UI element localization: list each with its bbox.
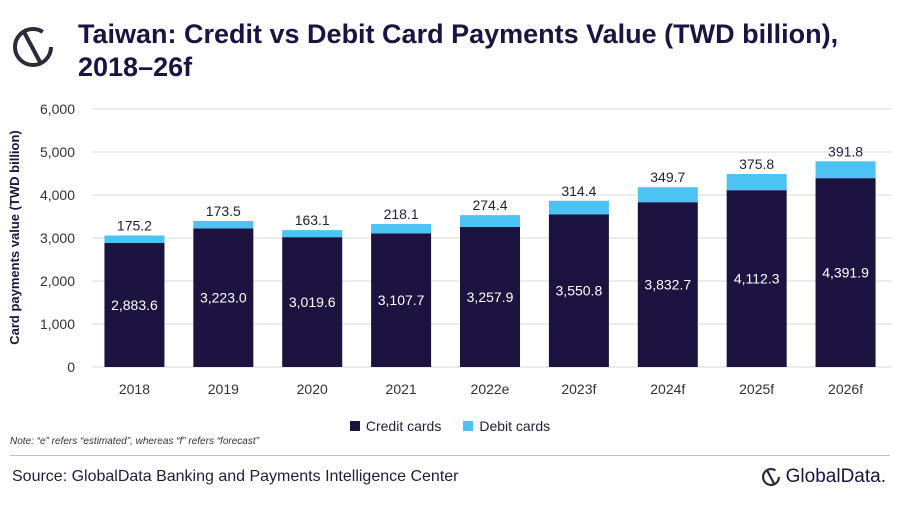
debit-bar	[282, 230, 343, 238]
credit-value-label: 3,832.7	[644, 277, 691, 293]
debit-value-label: 163.1	[295, 212, 330, 228]
stacked-bar-chart: 0 1,000 2,000 3,000 4,000 5,000 6,000 2,883.6 17…	[40, 101, 892, 397]
y-tick-label: 5,000	[40, 144, 75, 160]
y-tick-label: 0	[67, 359, 75, 375]
debit-bar	[104, 235, 165, 244]
debit-value-label: 274.4	[472, 197, 507, 213]
debit-value-label: 391.8	[828, 143, 863, 159]
credit-bar	[104, 243, 165, 367]
y-tick-label: 4,000	[40, 187, 75, 203]
x-tick-label: 2024f	[650, 381, 685, 397]
credit-bar	[637, 202, 698, 367]
credit-bar	[460, 226, 520, 367]
credit-bar	[726, 190, 787, 367]
debit-value-label: 349.7	[650, 169, 685, 185]
credit-value-label: 3,019.6	[289, 294, 336, 310]
y-tick-label: 2,000	[40, 273, 75, 289]
debit-bar	[193, 220, 254, 229]
legend-item-credit: Credit cards	[349, 418, 442, 434]
debit-value-label: 314.4	[561, 183, 596, 199]
y-tick-label: 1,000	[40, 316, 75, 332]
x-tick-label: 2020	[297, 381, 328, 397]
credit-value-label: 3,550.8	[556, 283, 603, 299]
legend-label-credit: Credit cards	[365, 418, 442, 434]
credit-value-label: 2,883.6	[111, 297, 158, 313]
credit-bar	[282, 237, 343, 367]
legend-swatch-debit	[463, 421, 474, 431]
footnote: Note: “e” refers “estimated”, whereas “f…	[10, 436, 259, 447]
x-tick-label: 2026f	[828, 381, 863, 397]
credit-value-label: 3,223.0	[200, 290, 247, 306]
legend: Credit cards Debit cards	[0, 418, 900, 434]
x-tick-label: 2025f	[739, 381, 774, 397]
credit-value-label: 4,112.3	[734, 271, 780, 287]
x-tick-label: 2023f	[561, 381, 596, 397]
debit-bar	[371, 223, 432, 234]
x-tick-label: 2021	[386, 381, 417, 397]
legend-swatch-credit	[349, 421, 360, 431]
globaldata-logo-icon	[13, 27, 53, 67]
debit-bar	[815, 161, 876, 179]
y-tick-label: 6,000	[40, 101, 75, 117]
debit-value-label: 175.2	[117, 217, 152, 233]
debit-bar	[637, 187, 698, 203]
credit-value-label: 3,107.7	[378, 292, 425, 308]
x-tick-label: 2018	[119, 381, 150, 397]
debit-bar	[460, 215, 520, 227]
debit-value-label: 218.1	[384, 206, 419, 222]
credit-value-label: 4,391.9	[822, 265, 869, 281]
footer-divider	[10, 455, 890, 456]
legend-item-debit: Debit cards	[463, 418, 550, 434]
debit-bar	[548, 200, 609, 215]
debit-bar	[726, 174, 787, 191]
x-tick-label: 2022e	[471, 381, 510, 397]
credit-value-label: 3,257.9	[467, 289, 514, 305]
credit-bar	[371, 233, 432, 367]
x-tick-label: 2019	[208, 381, 239, 397]
credit-bar	[193, 228, 254, 367]
legend-label-debit: Debit cards	[479, 418, 551, 434]
source-text: Source: GlobalData Banking and Payments …	[12, 468, 459, 485]
brand-logo-icon	[761, 467, 780, 487]
credit-bar	[548, 214, 609, 367]
brand-name: GlobalData.	[785, 466, 886, 487]
chart-title: Taiwan: Credit vs Debit Card Payments Va…	[78, 19, 839, 82]
debit-value-label: 375.8	[739, 156, 774, 172]
credit-bar	[815, 178, 876, 367]
brand: GlobalData.	[760, 466, 886, 488]
y-tick-label: 3,000	[40, 230, 75, 246]
debit-value-label: 173.5	[206, 203, 241, 219]
